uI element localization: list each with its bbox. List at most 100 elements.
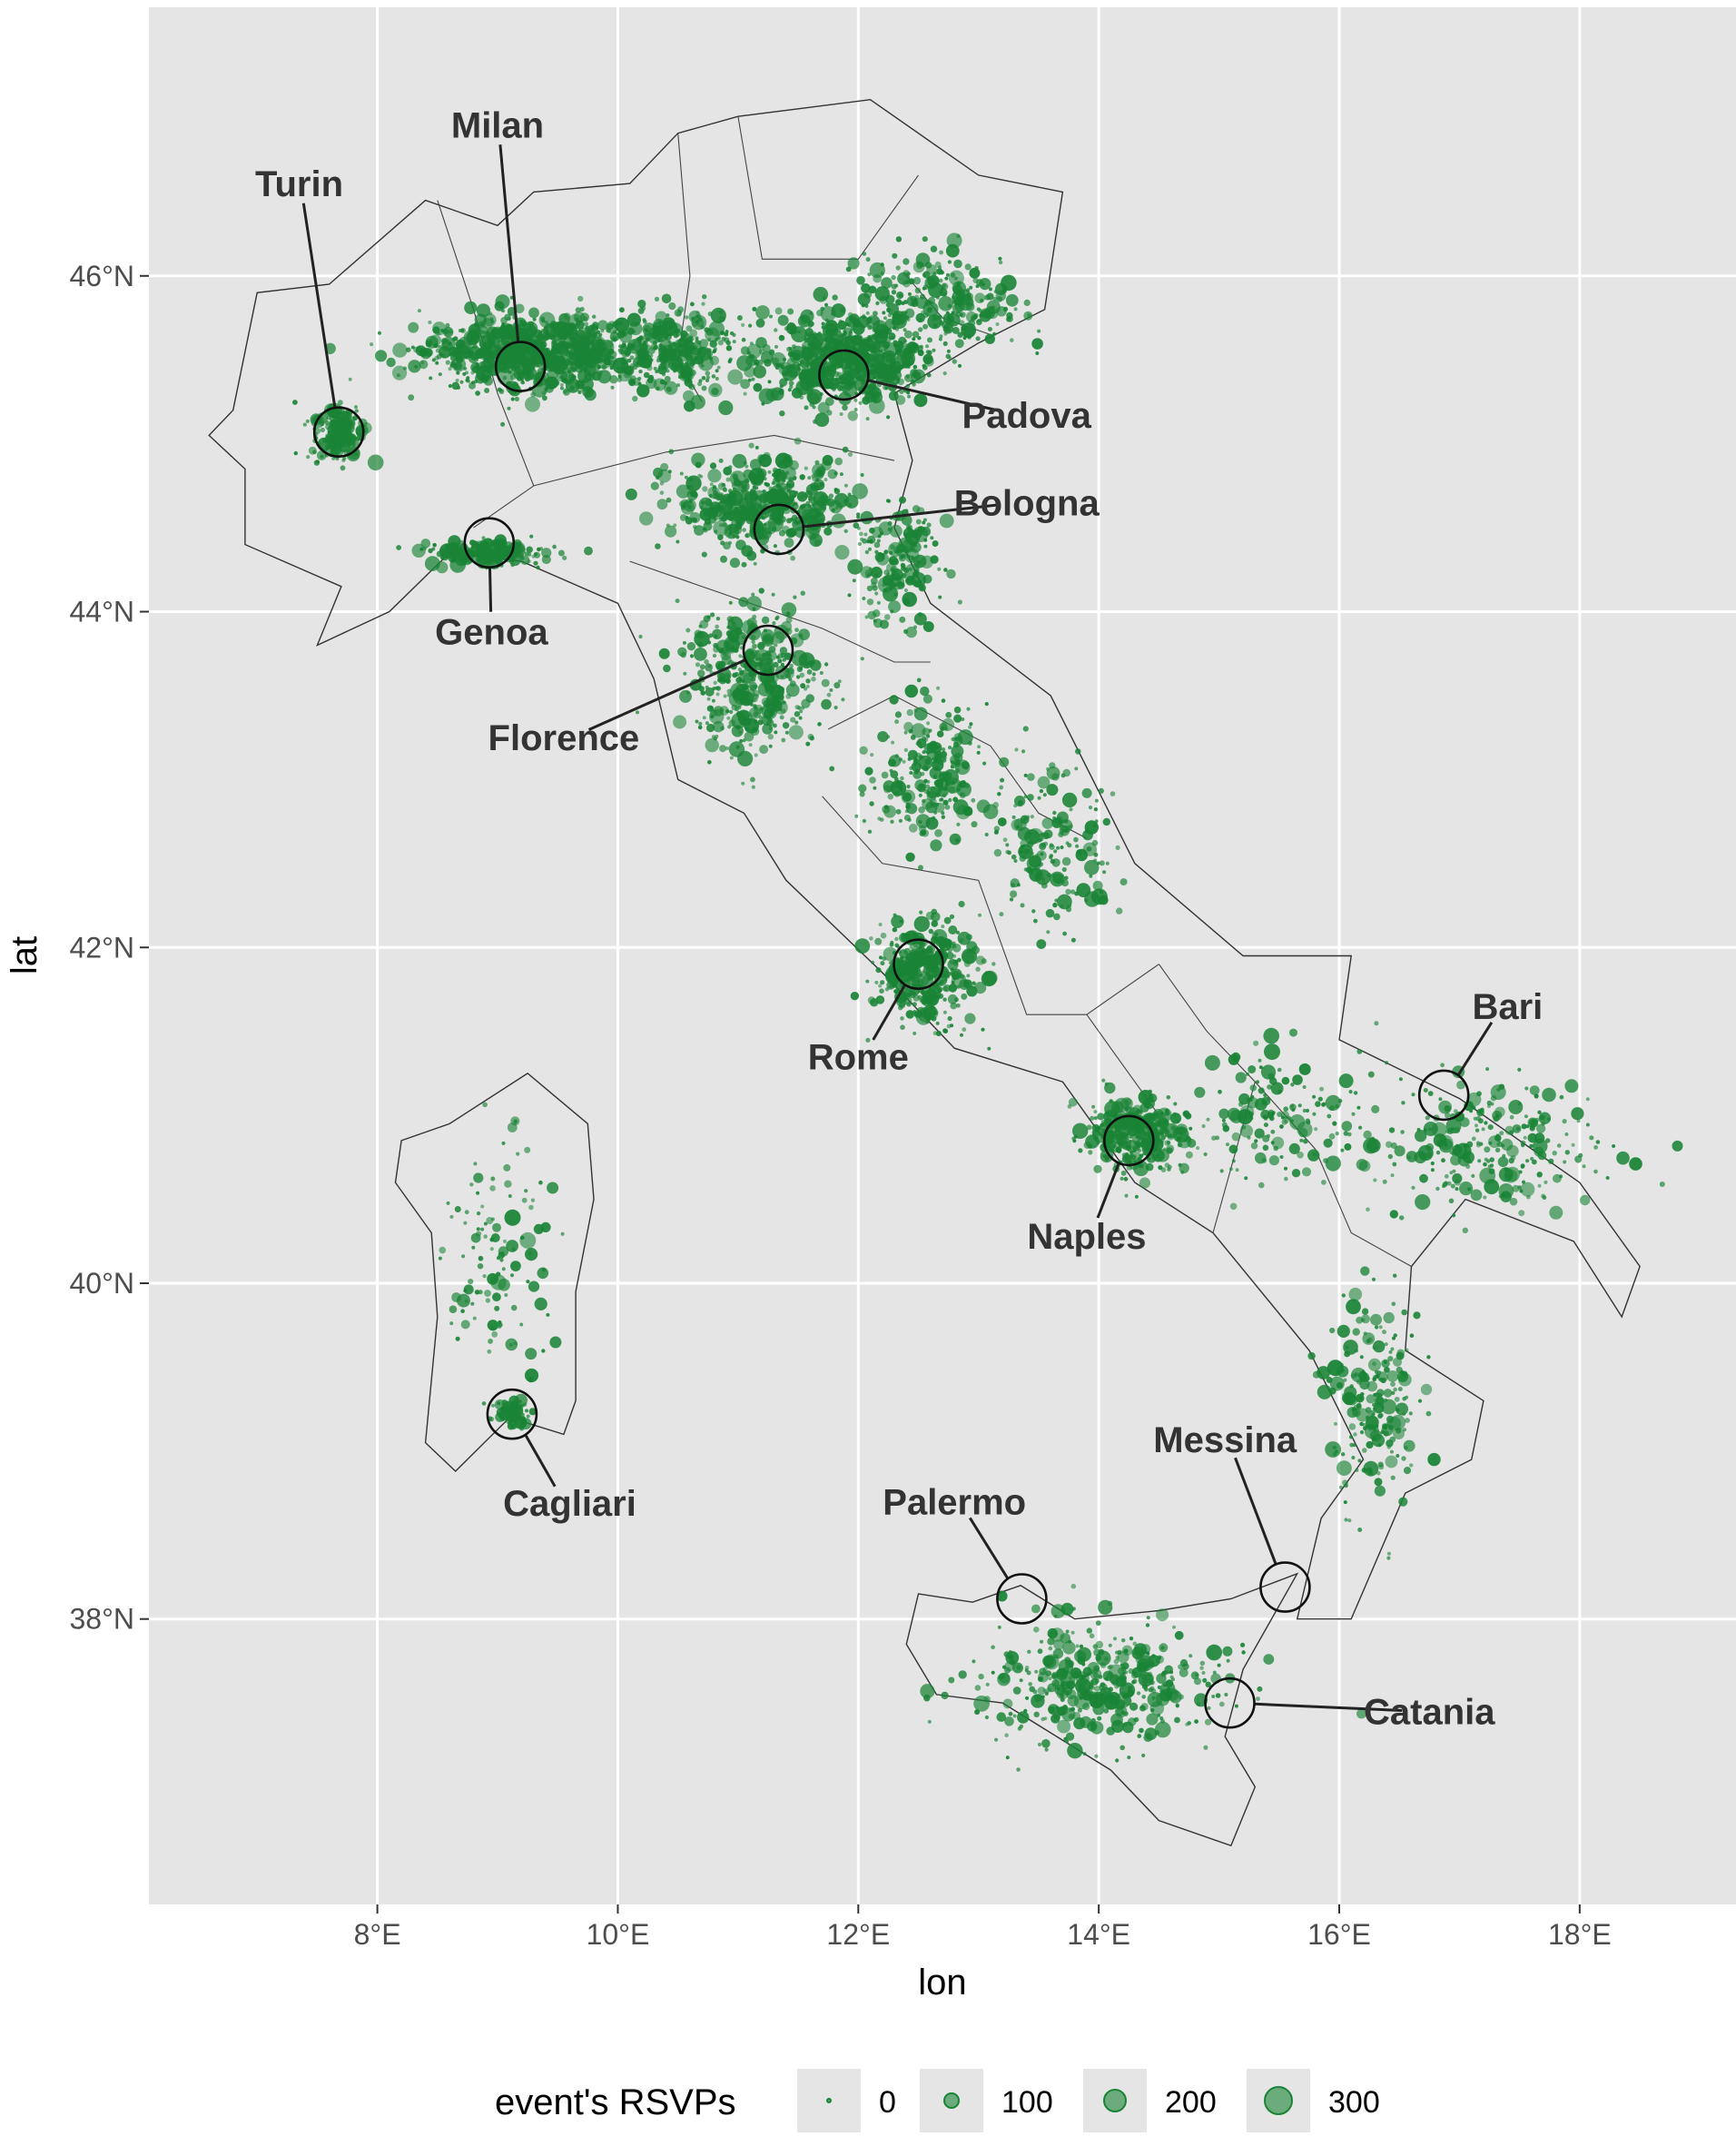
event-point <box>1088 1150 1093 1155</box>
event-point <box>771 681 776 687</box>
event-point <box>928 296 936 304</box>
event-point <box>880 961 885 966</box>
event-point <box>338 439 346 447</box>
event-point <box>920 686 930 697</box>
event-point <box>1593 1145 1598 1150</box>
event-point <box>1166 1095 1171 1100</box>
event-point <box>937 954 941 959</box>
event-point <box>942 997 947 1002</box>
event-point <box>612 357 629 374</box>
event-point <box>544 355 554 365</box>
event-point <box>616 377 623 382</box>
event-point <box>865 979 870 984</box>
event-point <box>827 378 840 390</box>
event-point <box>1002 837 1008 843</box>
event-point <box>891 573 896 578</box>
event-point <box>890 819 894 824</box>
event-point <box>370 342 374 347</box>
event-point <box>894 719 900 725</box>
event-point <box>779 647 788 655</box>
event-point <box>919 745 923 749</box>
event-point <box>965 292 974 301</box>
event-point <box>343 423 352 432</box>
event-point <box>1149 1140 1153 1144</box>
event-point <box>726 499 732 504</box>
event-point <box>751 377 755 381</box>
event-point <box>575 307 581 313</box>
event-point <box>812 463 826 478</box>
event-point <box>561 333 566 338</box>
event-point <box>527 552 532 557</box>
event-point <box>905 578 911 583</box>
event-point <box>667 470 672 474</box>
event-point <box>1238 1102 1244 1107</box>
event-point <box>1054 898 1059 903</box>
event-point <box>1182 1110 1190 1118</box>
event-point <box>873 786 877 790</box>
event-point <box>767 516 784 532</box>
event-point <box>951 763 957 769</box>
event-point <box>968 741 972 746</box>
event-point <box>975 284 980 289</box>
event-point <box>495 294 510 310</box>
event-point <box>967 949 972 954</box>
event-point <box>932 774 938 778</box>
event-point <box>728 741 745 757</box>
event-point <box>1303 1138 1308 1144</box>
event-point <box>953 736 963 746</box>
event-point <box>648 353 654 358</box>
event-point <box>945 311 950 315</box>
event-point <box>1289 1103 1297 1111</box>
event-point <box>875 995 885 1004</box>
region-outline <box>208 98 1641 1620</box>
event-point <box>1509 1197 1518 1206</box>
event-point <box>1151 1149 1165 1162</box>
event-point <box>882 956 887 962</box>
event-point <box>1335 1104 1339 1109</box>
event-point <box>1093 1116 1098 1121</box>
event-point <box>779 715 784 720</box>
event-point <box>457 548 461 552</box>
event-point <box>1056 816 1063 824</box>
event-point <box>735 745 740 749</box>
event-point <box>1206 1117 1210 1122</box>
event-point <box>679 689 692 703</box>
event-point <box>690 517 695 521</box>
event-point <box>771 592 775 597</box>
event-point <box>912 364 918 370</box>
event-point <box>725 345 733 351</box>
event-point <box>717 340 724 346</box>
event-point <box>785 611 791 617</box>
event-point <box>748 442 755 449</box>
event-point <box>1110 791 1116 796</box>
event-point <box>1449 1171 1454 1175</box>
event-point <box>761 401 765 406</box>
event-point <box>666 313 670 318</box>
event-point <box>984 971 990 975</box>
event-point <box>847 492 852 497</box>
event-point <box>837 341 843 349</box>
event-point <box>1121 1152 1127 1158</box>
event-point <box>754 753 758 757</box>
event-point <box>752 643 757 649</box>
event-point <box>935 950 939 954</box>
event-point <box>824 662 829 667</box>
event-point <box>916 345 923 352</box>
event-point <box>796 491 808 502</box>
event-point <box>1270 1082 1284 1095</box>
event-point <box>329 439 340 450</box>
event-point <box>817 513 822 518</box>
event-point <box>1031 338 1043 350</box>
event-point <box>949 833 962 846</box>
event-point <box>1070 937 1076 943</box>
event-point <box>831 312 835 316</box>
event-point <box>939 334 943 339</box>
event-point <box>889 357 897 365</box>
region-border <box>822 796 1159 1015</box>
event-point <box>486 553 490 558</box>
event-point <box>820 306 836 322</box>
event-point <box>660 331 666 336</box>
event-point <box>882 311 886 315</box>
event-point <box>443 329 449 335</box>
event-point <box>860 472 864 478</box>
